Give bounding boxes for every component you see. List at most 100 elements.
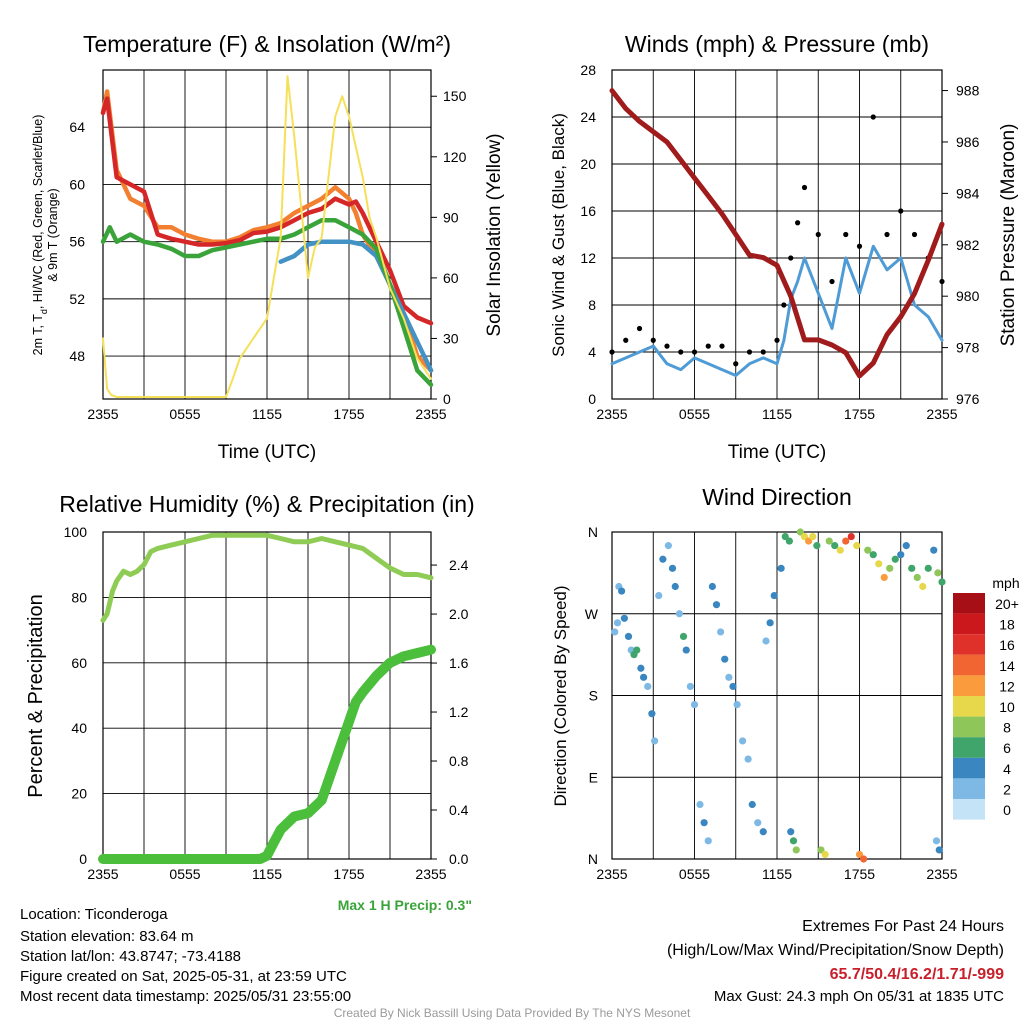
gust-point [691, 349, 698, 355]
y2-tick-label: 0.4 [449, 802, 469, 818]
y2-tick-label: 60 [443, 270, 459, 286]
colorbar-label: 8 [1003, 720, 1011, 736]
colorbar-swatch [953, 716, 985, 738]
gust-point [795, 220, 801, 226]
direction-point [633, 646, 641, 654]
y2-tick-label: 980 [956, 288, 980, 304]
direction-point [648, 710, 656, 718]
y-tick-label: 0 [588, 391, 596, 407]
direction-point [618, 587, 626, 595]
direction-point [620, 614, 628, 622]
plot-frame [611, 531, 943, 860]
colorbar-swatch [953, 654, 985, 676]
direction-point [913, 573, 921, 582]
gust-point [870, 114, 876, 120]
y-tick-label: 60 [69, 176, 85, 192]
direction-point [717, 628, 725, 636]
y2-tick-label: 982 [956, 237, 980, 253]
x-tick-label: 2355 [596, 406, 627, 422]
direction-point [766, 619, 774, 627]
direction-point [613, 619, 622, 627]
direction-point [754, 819, 762, 827]
colorbar-label: 18 [999, 617, 1015, 633]
plot-grid [102, 531, 432, 860]
x-tick-label: 2355 [87, 866, 118, 882]
footer-elevation: Station elevation: 83.64 m [20, 928, 194, 945]
x-tick-label: 1755 [844, 866, 875, 882]
direction-point [902, 542, 910, 550]
gust-point [911, 231, 918, 238]
colorbar-label: 6 [1003, 740, 1011, 756]
direction-point [770, 591, 778, 600]
direction-point [934, 569, 942, 577]
direction-point [897, 551, 905, 559]
direction-point [864, 546, 872, 554]
y2-tick-label: 986 [956, 134, 980, 150]
direction-point [651, 737, 659, 745]
x-tick-label: 2355 [926, 406, 957, 422]
plot-grid [611, 69, 943, 400]
y2-tick-label: 0.8 [449, 753, 469, 769]
colorbar-unit: mph [992, 575, 1019, 591]
direction-point [847, 532, 855, 541]
y-tick-label: E [589, 769, 598, 785]
gust-point [733, 361, 739, 367]
gust-point [884, 231, 890, 238]
y-axis-label: 2m T, Td, HI/WC (Red, Green, Scarlet/Blu… [31, 115, 49, 356]
y2-tick-label: 0.0 [449, 851, 469, 867]
gust-point [801, 184, 808, 191]
direction-point [690, 700, 699, 709]
y2-axis-label: Solar Insolation (Yellow) [484, 133, 505, 336]
plot-frame [611, 69, 943, 400]
y-axis-label-subscript: d [39, 309, 49, 314]
direction-point [679, 632, 688, 641]
direction-point [886, 564, 894, 572]
y-tick-label: 80 [71, 589, 87, 605]
series-temp [100, 96, 434, 326]
x-tick-label: 2355 [87, 406, 118, 422]
colorbar-label: 10 [999, 699, 1015, 715]
x-tick-label: 1155 [252, 406, 282, 422]
x-axis-label: Time (UTC) [728, 442, 827, 463]
credit-line: Created By Nick Bassill Using Data Provi… [333, 1006, 691, 1020]
gust-point [843, 231, 849, 238]
direction-point [759, 828, 767, 836]
direction-point [611, 628, 619, 636]
gust-point [781, 302, 787, 308]
direction-point [785, 537, 793, 545]
direction-point [640, 673, 648, 681]
direction-point [924, 564, 932, 572]
y2-tick-label: 1.6 [449, 655, 469, 671]
y-tick-label: N [588, 851, 598, 867]
colorbar-label: 14 [999, 658, 1015, 674]
y-tick-label: 40 [71, 720, 87, 736]
gust-point [898, 208, 904, 214]
direction-point [777, 564, 785, 572]
direction-point [682, 646, 690, 654]
gust-point [774, 337, 780, 343]
direction-point [744, 755, 752, 763]
direction-point [704, 837, 712, 845]
direction-point [712, 601, 721, 609]
plot-grid [611, 531, 943, 860]
gust-point [623, 337, 629, 343]
gust-point [636, 325, 643, 332]
direction-point [875, 560, 883, 568]
y2-tick-label: 30 [443, 330, 459, 346]
series-pressure [609, 88, 945, 379]
x-tick-label: 1755 [333, 406, 364, 422]
y-tick-label: 4 [588, 344, 596, 360]
x-tick-label: 1155 [762, 866, 792, 882]
direction-point [938, 578, 946, 586]
y-tick-label: 64 [69, 119, 85, 135]
direction-point [789, 837, 798, 845]
direction-point [739, 737, 747, 745]
y-tick-label: 8 [588, 297, 596, 313]
direction-point [675, 610, 683, 618]
gust-point [678, 349, 684, 355]
direction-point [659, 555, 667, 563]
direction-point [725, 673, 733, 681]
series-dewpoint [100, 217, 434, 387]
colorbar-swatch [953, 696, 985, 717]
direction-point [729, 682, 737, 691]
